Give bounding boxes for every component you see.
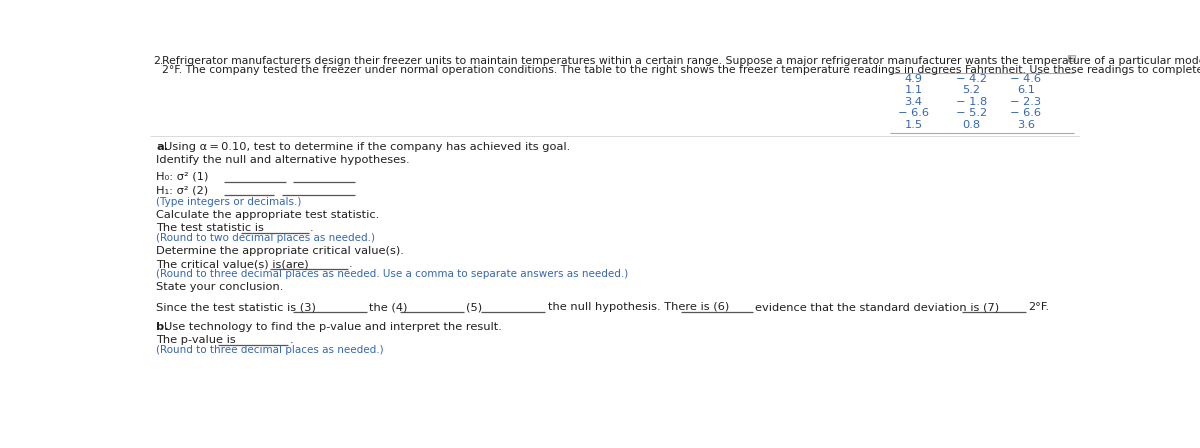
Text: 2.: 2. (154, 56, 163, 66)
Text: (Round to two decimal places as needed.): (Round to two decimal places as needed.) (156, 233, 376, 243)
Text: − 5.2: − 5.2 (956, 108, 988, 118)
Text: a.: a. (156, 142, 168, 152)
Text: 0.8: 0.8 (962, 120, 980, 130)
Text: Use technology to find the p-value and interpret the result.: Use technology to find the p-value and i… (164, 322, 502, 332)
Text: .: . (348, 259, 352, 269)
Text: (Type integers or decimals.): (Type integers or decimals.) (156, 197, 301, 207)
Text: H₀: σ² (1): H₀: σ² (1) (156, 172, 209, 181)
Text: State your conclusion.: State your conclusion. (156, 282, 283, 293)
Text: Using α = 0.10, test to determine if the company has achieved its goal.: Using α = 0.10, test to determine if the… (164, 142, 570, 152)
Text: .: . (289, 335, 293, 345)
Text: the null hypothesis. There is (6): the null hypothesis. There is (6) (547, 302, 728, 312)
Text: 5.2: 5.2 (962, 85, 980, 95)
Text: 3.4: 3.4 (905, 97, 923, 107)
Text: 1.1: 1.1 (905, 85, 923, 95)
Text: (Round to three decimal places as needed. Use a comma to separate answers as nee: (Round to three decimal places as needed… (156, 269, 629, 280)
Text: The critical value(s) is(are): The critical value(s) is(are) (156, 259, 308, 269)
FancyBboxPatch shape (1068, 55, 1074, 61)
Text: Refrigerator manufacturers design their freezer units to maintain temperatures w: Refrigerator manufacturers design their … (162, 56, 1200, 66)
Text: (Round to three decimal places as needed.): (Round to three decimal places as needed… (156, 345, 384, 355)
Text: the (4): the (4) (370, 302, 408, 312)
Text: H₁: σ² (2): H₁: σ² (2) (156, 185, 209, 195)
Text: 2°F.: 2°F. (1028, 302, 1049, 312)
Text: − 6.6: − 6.6 (898, 108, 929, 118)
Text: Since the test statistic is (3): Since the test statistic is (3) (156, 302, 316, 312)
Text: 4.9: 4.9 (905, 74, 923, 84)
Text: − 4.2: − 4.2 (956, 74, 986, 84)
Text: − 2.3: − 2.3 (1010, 97, 1042, 107)
Text: Calculate the appropriate test statistic.: Calculate the appropriate test statistic… (156, 210, 379, 220)
Text: 2°F. The company tested the freezer under normal operation conditions. The table: 2°F. The company tested the freezer unde… (162, 65, 1200, 74)
Text: − 4.6: − 4.6 (1010, 74, 1042, 84)
Text: − 1.8: − 1.8 (956, 97, 988, 107)
Text: Determine the appropriate critical value(s).: Determine the appropriate critical value… (156, 246, 404, 256)
Text: (5): (5) (466, 302, 482, 312)
Text: b.: b. (156, 322, 169, 332)
Text: 3.6: 3.6 (1016, 120, 1034, 130)
Text: Identify the null and alternative hypotheses.: Identify the null and alternative hypoth… (156, 155, 410, 164)
Text: 1.5: 1.5 (905, 120, 923, 130)
Text: .: . (310, 223, 313, 233)
Text: The p-value is: The p-value is (156, 335, 236, 345)
Text: The test statistic is: The test statistic is (156, 223, 264, 233)
Text: 6.1: 6.1 (1016, 85, 1034, 95)
Text: − 6.6: − 6.6 (1010, 108, 1042, 118)
Text: evidence that the standard deviation is (7): evidence that the standard deviation is … (755, 302, 1000, 312)
